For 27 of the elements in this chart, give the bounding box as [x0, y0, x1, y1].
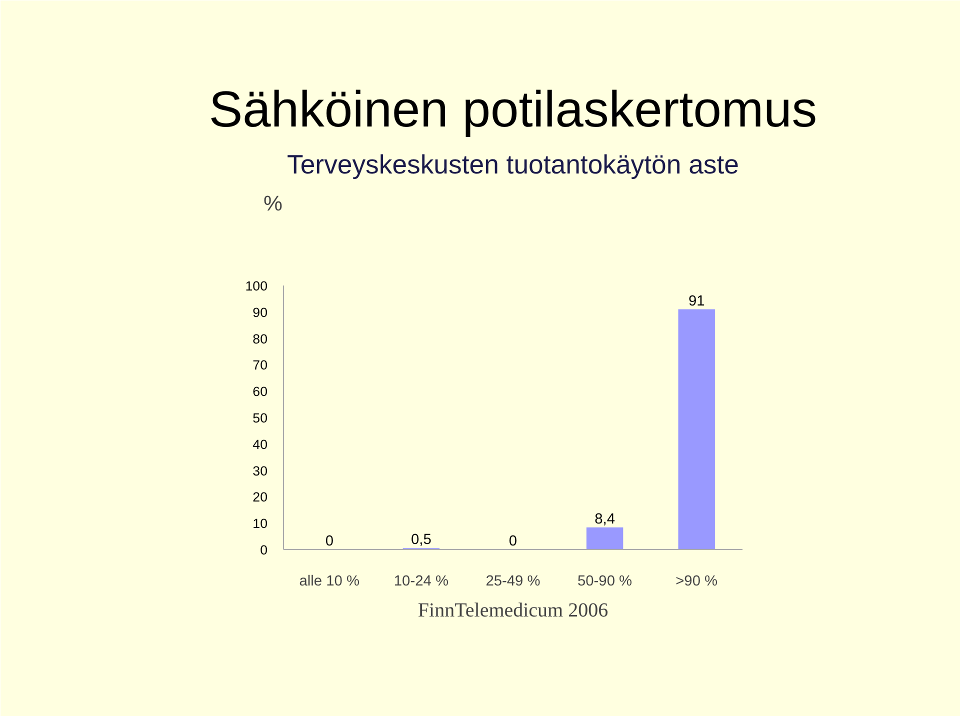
y-tick-label: 10 — [252, 516, 268, 532]
data-label: 8,4 — [594, 511, 615, 528]
x-tick-label: alle 10 % — [299, 574, 360, 590]
bar — [586, 527, 624, 550]
y-tick-label: 90 — [252, 304, 268, 320]
data-label: 0,5 — [411, 532, 432, 548]
x-tick-label: 50-90 % — [578, 574, 632, 590]
y-tick-label: 50 — [252, 410, 268, 426]
y-axis-title: % — [264, 192, 282, 216]
y-tick-label: 60 — [252, 384, 268, 400]
text: FinnTelemedicum 2006 — [418, 600, 608, 622]
x-tick-label: 25-49 % — [486, 574, 540, 590]
y-tick-label: 100 — [245, 278, 268, 294]
y-tick-label: 20 — [252, 490, 268, 505]
chart-title: Sähköinen potilaskertomus — [208, 80, 818, 138]
y-tick-label: 40 — [252, 436, 268, 452]
x-tick-label: 10-24 % — [394, 574, 448, 590]
data-label: 0 — [508, 534, 518, 550]
bar — [678, 309, 715, 550]
y-tick-label: 80 — [252, 331, 268, 346]
data-label: 91 — [688, 293, 705, 310]
data-label: 0 — [325, 534, 334, 550]
chart-subtitle: Terveyskeskusten tuotantokäytön aste — [287, 150, 739, 180]
x-tick-label: >90 % — [676, 574, 718, 590]
y-tick-label: 30 — [252, 463, 268, 478]
y-tick-label: 0 — [260, 542, 268, 558]
y-tick-label: 70 — [252, 358, 268, 373]
